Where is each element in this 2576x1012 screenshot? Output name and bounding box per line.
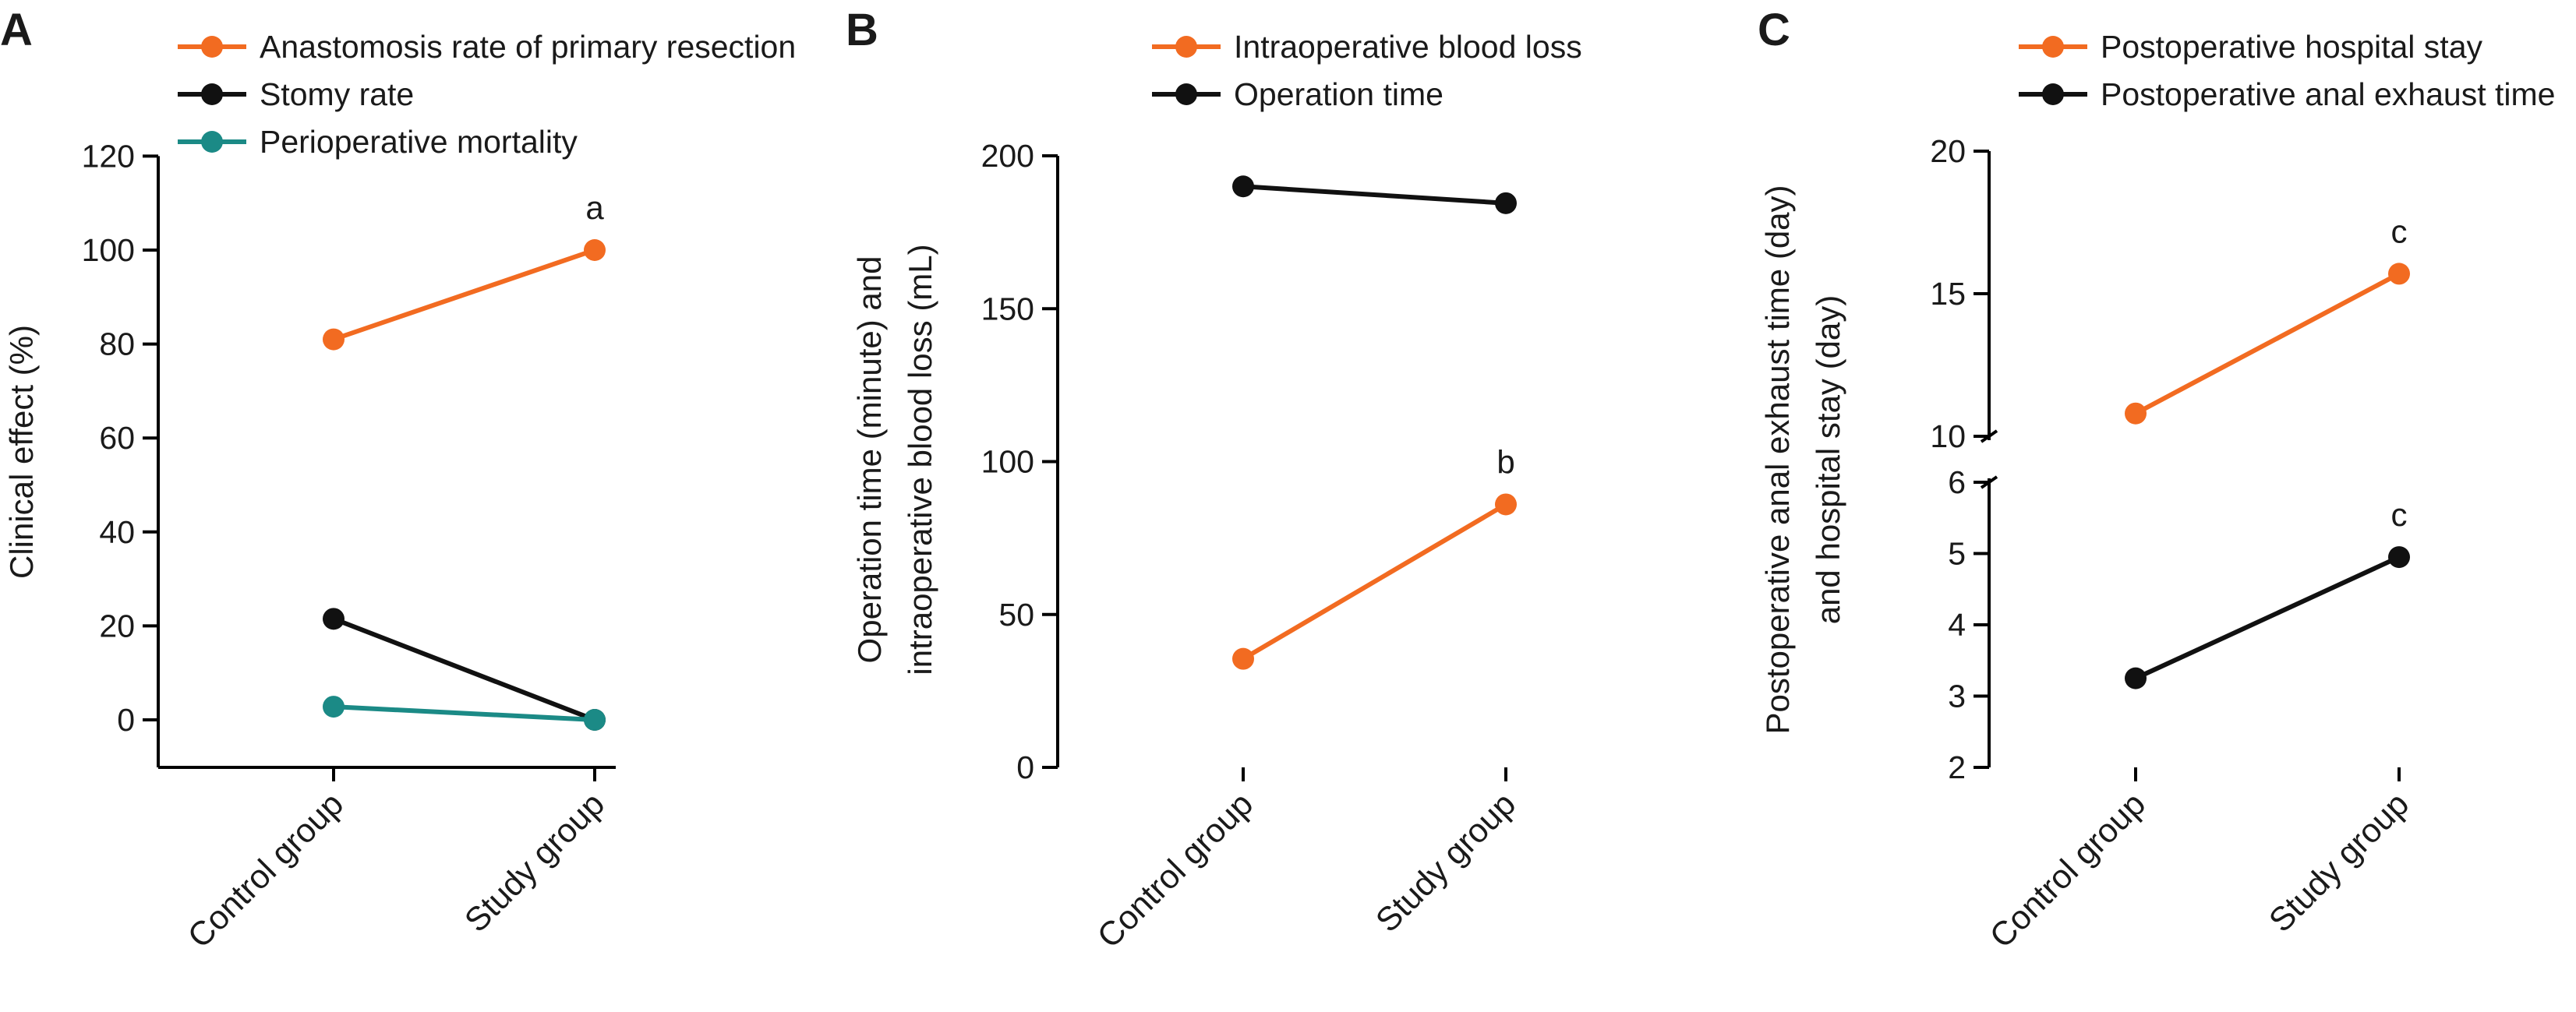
y-axis-title-line: Clinical effect (%) [3,325,40,579]
y-tick-label: 0 [1016,749,1034,785]
y-axis-title: Operation time (minute) and intraoperativ… [851,244,938,675]
data-point [1495,493,1517,516]
x-tick-label: Control group [1090,785,1260,955]
y-tick-label: 0 [117,702,135,738]
y-tick-label: 2 [1948,749,1966,785]
y-tick-label: 40 [99,514,135,550]
series-line [332,616,596,722]
legend-swatch-marker [2042,36,2064,58]
y-tick-label: 4 [1948,607,1966,643]
panel-c: C 2 3 4 5 6 10 15 20 Postoperative anal exhaust t… [1758,5,2555,955]
legend-swatch-marker [2042,83,2064,105]
significance-label: c [2391,213,2408,249]
panel-letter: C [1758,5,1790,55]
legend-swatch-marker [1175,83,1197,105]
data-point [1495,192,1517,214]
y-tick-label: 120 [82,138,135,174]
y-tick-label: 20 [99,608,135,644]
panel-letter: B [846,5,878,55]
series-line [333,248,595,342]
legend-label: Operation time [1234,76,1443,112]
series-line [1242,502,1507,661]
y-tick-label: 50 [998,597,1034,633]
data-point [2388,546,2410,569]
legend-label: Perioperative mortality [260,124,578,160]
y-axis-title-line: Operation time (minute) and [851,256,888,664]
significance-label: c [2391,496,2408,533]
x-tick-label: Control group [181,785,351,955]
series-line [333,704,595,722]
legend-label: Anastomosis rate of primary resection [260,29,796,65]
y-tick-label: 10 [1930,418,1966,454]
series-line [2134,555,2401,681]
panel-b: B 0 50 100 150 200 Operation time (minute) and… [846,5,1582,955]
y-axis-title-line: Postoperative anal exhaust time (day) [1759,185,1796,734]
y-tick-label: 200 [981,138,1034,174]
y-tick-label: 100 [82,232,135,268]
data-point [323,696,345,718]
legend-label: Postoperative anal exhaust time [2101,76,2555,112]
series-line [2134,271,2401,416]
y-tick-label: 80 [99,326,135,362]
data-point [1232,175,1254,198]
data-point [2388,263,2410,285]
data-point [323,608,345,630]
x-tick-label: Study group [458,785,612,940]
y-tick-label: 20 [1930,133,1966,169]
y-axis-title: Postoperative anal exhaust time (day) and… [1759,185,1846,734]
data-point [584,239,606,261]
y-axis-title: Clinical effect (%) [3,325,40,579]
y-tick-label: 6 [1948,464,1966,500]
legend-swatch-marker [201,36,223,58]
y-tick-label: 150 [981,291,1034,326]
x-tick-label: Study group [1369,785,1523,940]
legend-label: Postoperative hospital stay [2101,29,2482,65]
legend-label: Intraoperative blood loss [1234,29,1582,65]
y-axis-title-line: intraoperative blood loss (mL) [902,244,938,675]
data-point [2125,667,2147,689]
x-tick-label: Control group [1983,785,2153,955]
y-tick-label: 15 [1930,276,1966,312]
y-tick-label: 60 [99,420,135,456]
legend-swatch-marker [1175,36,1197,58]
legend-swatch-marker [201,83,223,105]
significance-label: b [1496,443,1514,480]
panel-a: A 0 20 40 60 80 100 120 Clinical effect (%) Contr… [0,5,796,955]
legend-swatch-marker [201,131,223,153]
data-point [2125,402,2147,425]
data-point [323,328,345,351]
y-axis-title-line: and hospital stay (day) [1810,295,1846,625]
y-tick-label: 3 [1948,679,1966,714]
data-point [1232,647,1254,670]
significance-label: a [585,189,604,226]
panel-letter: A [0,5,33,55]
data-point [584,709,606,731]
x-tick-label: Study group [2262,785,2416,940]
y-tick-label: 100 [981,444,1034,480]
legend-label: Stomy rate [260,76,414,112]
series-line [1242,184,1507,206]
y-tick-label: 5 [1948,536,1966,572]
